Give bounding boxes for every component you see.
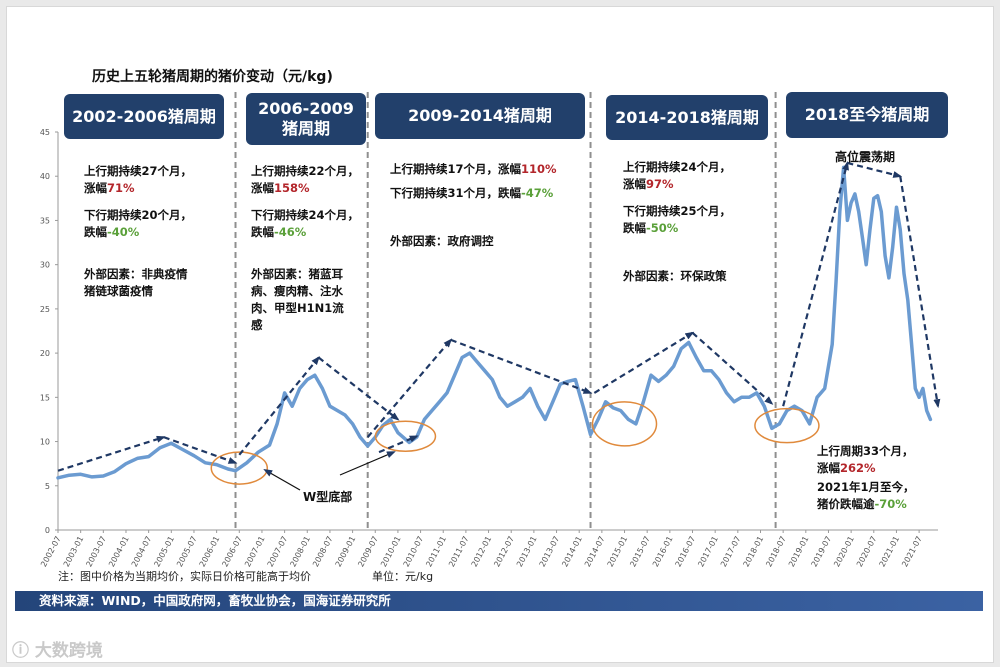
x-tick-label: 2010-01: [379, 535, 403, 569]
y-tick-label: 25: [40, 305, 50, 314]
c1-up-note: 上行期持续27个月， 涨幅71%: [84, 164, 193, 195]
c3-factor-note: 外部因素：政府调控: [390, 234, 494, 248]
trend-arrow: [899, 176, 941, 409]
price-series-line: [56, 165, 933, 480]
cycle-label-2002-2006: 2002-2006猪周期: [64, 94, 224, 139]
x-tick-label: 2014-07: [583, 535, 607, 569]
trend-arrow: [450, 338, 593, 394]
x-tick-label: 2018-07: [764, 535, 788, 569]
trend-arrow: [378, 435, 419, 454]
c5-peak-label: 高位震荡期: [835, 150, 896, 164]
y-tick-label: 35: [40, 216, 50, 225]
trend-arrow: [847, 161, 903, 178]
x-tick-label: 2002-07: [39, 535, 63, 569]
x-tick-label: 2016-01: [651, 535, 675, 569]
cycle-label-2014-2018: 2014-2018猪周期: [606, 95, 768, 140]
trend-arrow: [366, 338, 453, 438]
c4-up-note: 上行期持续24个月， 涨幅97%: [623, 160, 732, 191]
x-tick-label: 2009-07: [356, 535, 380, 569]
x-tick-label: 2010-07: [402, 535, 426, 569]
x-tick-label: 2005-07: [175, 535, 199, 569]
trend-arrow: [57, 435, 166, 472]
x-tick-label: 2011-07: [447, 535, 471, 569]
x-tick-label: 2014-01: [560, 535, 584, 569]
w-bottom-label: W型底部: [303, 490, 353, 504]
x-tick-label: 2017-01: [696, 535, 720, 569]
c5-down-note: 2021年1月至今， 猪价跌幅逾-70%: [817, 480, 915, 511]
c3-down-note: 下行期持续31个月，跌幅-47%: [390, 186, 554, 200]
x-tick-label: 2004-07: [130, 535, 154, 569]
c4-factor-note: 外部因素：环保政策: [623, 269, 727, 283]
x-tick-label: 2020-01: [832, 535, 856, 569]
x-tick-label: 2015-07: [628, 535, 652, 569]
trough-ellipse: [210, 451, 269, 485]
y-tick-label: 20: [40, 349, 50, 358]
x-tick-label: 2006-01: [198, 535, 222, 569]
c2-factor-note: 外部因素：猪蓝耳 病、瘦肉精、注水 肉、甲型H1N1流 感: [251, 267, 344, 332]
c5-up-note: 上行周期33个月， 涨幅262%: [817, 444, 914, 475]
price-line-layer: [56, 165, 933, 480]
c3-up-note: 上行期持续17个月，涨幅110%: [390, 162, 557, 176]
c2-down-note: 下行期持续24个月， 跌幅-46%: [251, 208, 360, 239]
trend-arrows: [57, 161, 941, 491]
c2-up-note: 上行期持续22个月， 涨幅158%: [251, 164, 360, 195]
footnote-left: 注：图中价格为当期均价，实际日价格可能高于均价: [58, 570, 311, 583]
y-tick-label: 5: [45, 482, 50, 491]
x-tick-label: 2003-07: [84, 535, 108, 569]
y-tick-label: 30: [40, 261, 50, 270]
trough-ellipses: [210, 401, 820, 485]
x-tick-label: 2019-01: [787, 535, 811, 569]
chart-title: 历史上五轮猪周期的猪价变动（元/kg): [92, 69, 333, 85]
trend-arrow: [782, 161, 849, 407]
x-tick-label: 2004-01: [107, 535, 131, 569]
x-tick-label: 2003-01: [62, 535, 86, 569]
c1-factor-note: 外部因素：非典疫情 猪链球菌疫情: [84, 267, 188, 298]
c1-down-note: 下行期持续20个月， 跌幅-40%: [84, 208, 193, 239]
w-bottom-pointer-right: [339, 451, 396, 476]
w-bottom-pointer-left: [263, 469, 301, 491]
trend-arrow: [238, 355, 320, 456]
x-tick-label: 2018-01: [742, 535, 766, 569]
x-tick-label: 2011-01: [424, 535, 448, 569]
x-tick-label: 2005-01: [152, 535, 176, 569]
trough-ellipse: [754, 407, 820, 444]
trough-ellipse: [374, 420, 437, 452]
source-bar: 资料来源：WIND，中国政府网，畜牧业协会，国海证券研究所: [15, 591, 983, 611]
x-tick-label: 2016-07: [674, 535, 698, 569]
cycle-label-2009-2014: 2009-2014猪周期: [375, 93, 585, 139]
watermark: ⓘ 大数跨境: [12, 641, 103, 661]
x-tick-label: 2013-01: [515, 535, 539, 569]
x-tick-label: 2012-07: [492, 535, 516, 569]
y-tick-label: 10: [40, 438, 50, 447]
x-tick-label: 2021-07: [900, 535, 924, 569]
x-tick-label: 2007-01: [243, 535, 267, 569]
cycle-label-2018-now: 2018至今猪周期: [786, 92, 948, 138]
x-tick-label: 2017-07: [719, 535, 743, 569]
x-tick-label: 2015-01: [606, 535, 630, 569]
trend-arrow: [691, 331, 774, 405]
x-tick-label: 2008-01: [288, 535, 312, 569]
x-tick-label: 2006-07: [220, 535, 244, 569]
trend-arrow: [317, 356, 400, 421]
y-tick-label: 0: [45, 526, 50, 535]
x-tick-label: 2013-07: [538, 535, 562, 569]
x-tick-label: 2020-07: [855, 535, 879, 569]
x-tick-label: 2008-07: [311, 535, 335, 569]
cycle-boundaries: [234, 92, 777, 530]
trend-arrow: [593, 331, 695, 394]
c4-down-note: 下行期持续25个月， 跌幅-50%: [623, 204, 732, 235]
y-tick-label: 15: [40, 393, 50, 402]
trend-arrow: [163, 436, 238, 464]
trough-ellipse: [591, 401, 658, 447]
x-tick-label: 2021-01: [878, 535, 902, 569]
footnote-unit: 单位：元/kg: [372, 570, 434, 583]
x-tick-label: 2012-01: [470, 535, 494, 569]
x-tick-label: 2009-01: [334, 535, 358, 569]
y-tick-label: 45: [40, 128, 50, 137]
x-tick-label: 2007-07: [266, 535, 290, 569]
y-tick-label: 40: [40, 172, 50, 181]
cycle-label-2006-2009: 2006-2009 猪周期: [246, 93, 366, 145]
x-tick-label: 2019-07: [810, 535, 834, 569]
